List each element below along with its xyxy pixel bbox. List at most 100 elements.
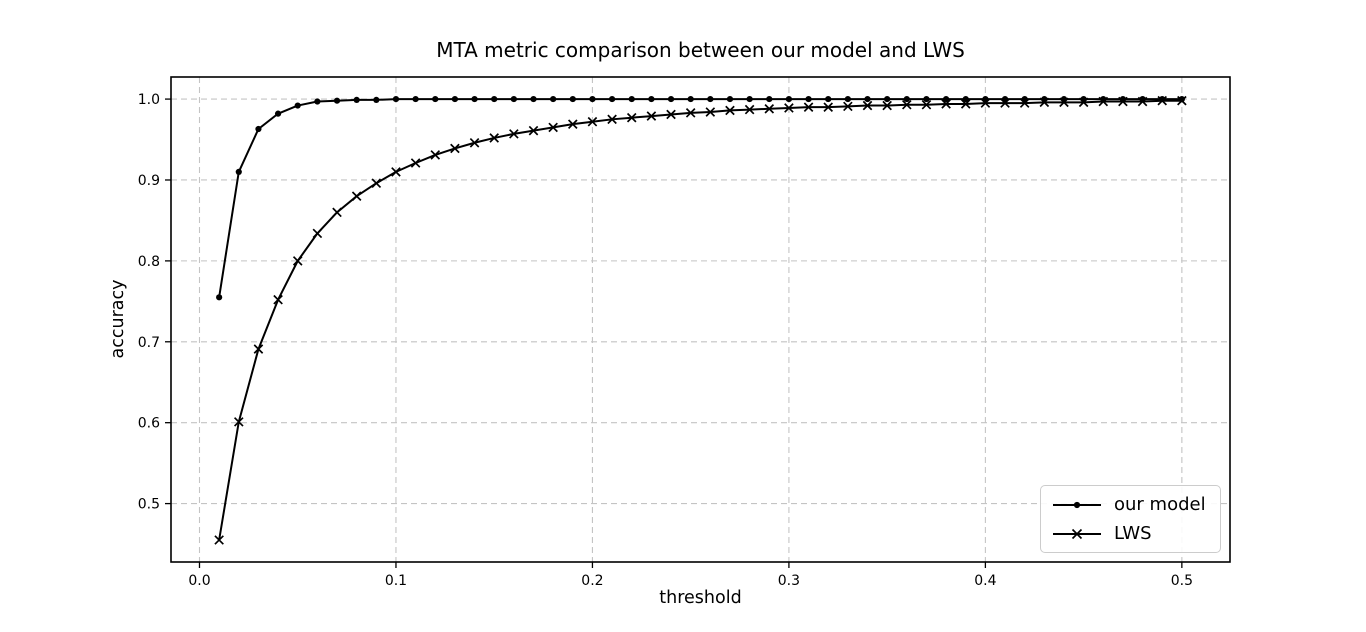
data-point-x — [1039, 97, 1050, 108]
legend-label-our-model: our model — [1114, 494, 1206, 515]
data-point-dot — [805, 95, 812, 103]
data-point-dot — [608, 95, 616, 103]
data-point-dot — [726, 95, 734, 103]
x-axis-label: threshold — [659, 588, 742, 608]
data-point-x — [253, 344, 264, 354]
data-point-x — [980, 98, 991, 108]
data-point-dot — [216, 294, 223, 301]
y-tick-label: 0.5 — [138, 497, 160, 513]
data-point-x — [862, 100, 873, 111]
data-point-x — [332, 207, 342, 218]
legend-item-lws: LWS — [1051, 523, 1214, 544]
x-tick-label: 0.2 — [581, 573, 603, 589]
data-point-dot — [589, 95, 596, 103]
data-point-dot — [707, 95, 714, 103]
x-tick-label: 0.0 — [188, 573, 210, 589]
data-point-dot — [942, 95, 950, 103]
data-point-dot — [903, 95, 910, 103]
line-x-marker-icon — [1053, 528, 1101, 539]
y-tick-label: 0.7 — [138, 335, 160, 351]
x-tick-label: 0.1 — [385, 573, 407, 589]
data-point-x — [587, 116, 598, 127]
data-point-x — [1000, 98, 1010, 108]
data-point-x — [292, 256, 303, 266]
data-point-x — [450, 143, 460, 154]
ticks — [165, 98, 1183, 568]
data-point-x — [1157, 95, 1168, 106]
data-point-x — [1019, 98, 1030, 108]
data-point-x — [685, 108, 696, 118]
data-point-dot — [294, 102, 301, 109]
series-lws — [214, 95, 1187, 545]
data-point-dot — [884, 95, 891, 103]
data-point-x — [941, 99, 951, 109]
data-point-dot — [432, 95, 439, 103]
data-point-x — [567, 119, 578, 129]
data-point-x — [882, 100, 892, 111]
data-point-x — [901, 99, 912, 110]
x-tick-label: 0.4 — [974, 573, 996, 589]
data-point-dot — [255, 125, 262, 133]
line-dot-marker-icon — [1053, 501, 1101, 508]
y-tick-label: 1.0 — [138, 92, 160, 108]
chart-title: MTA metric comparison between our model … — [436, 38, 965, 62]
data-point-x — [705, 107, 716, 117]
data-point-x — [1098, 96, 1109, 107]
data-point-dot — [530, 95, 537, 103]
data-point-dot — [628, 95, 635, 103]
data-point-dot — [451, 95, 459, 103]
y-tick-label: 0.9 — [138, 173, 160, 189]
data-point-x — [391, 167, 401, 177]
data-point-dot — [510, 95, 517, 103]
data-point-x — [1118, 96, 1128, 107]
data-point-x — [666, 109, 676, 120]
data-point-x — [430, 150, 441, 160]
data-point-x — [784, 103, 794, 113]
data-point-dot — [471, 95, 478, 103]
y-tick-label: 0.8 — [138, 254, 160, 270]
data-point-x — [273, 294, 283, 305]
data-point-x — [509, 129, 519, 139]
data-point-dot — [274, 110, 282, 117]
data-point-dot — [235, 168, 242, 175]
data-point-dot — [314, 98, 321, 105]
data-point-x — [528, 125, 539, 136]
data-point-x — [803, 102, 814, 112]
data-point-x — [843, 101, 853, 112]
series-our-model — [216, 95, 1185, 301]
x-tick-label: 0.3 — [778, 573, 800, 589]
data-point-x — [1078, 97, 1089, 108]
data-point-x — [744, 104, 755, 115]
data-point-dot — [923, 95, 930, 103]
data-point-dot — [392, 95, 400, 103]
data-point-x — [214, 535, 224, 545]
data-point-x — [921, 99, 932, 110]
data-point-dot — [864, 95, 871, 103]
data-point-x — [764, 103, 775, 114]
data-point-dot — [648, 95, 655, 103]
data-point-x — [489, 133, 500, 143]
data-point-x — [410, 158, 421, 168]
data-point-x — [725, 105, 735, 116]
data-point-x — [1137, 96, 1148, 107]
data-point-dot — [373, 96, 380, 103]
data-point-dot — [569, 95, 576, 103]
data-point-dot — [491, 95, 498, 103]
data-point-dot — [746, 95, 753, 103]
data-point-x — [646, 111, 657, 121]
legend-label-lws: LWS — [1114, 523, 1152, 544]
data-point-dot — [687, 95, 694, 103]
data-point-dot — [962, 95, 969, 103]
data-point-dot — [353, 96, 360, 103]
data-point-dot — [667, 95, 675, 103]
data-point-x — [312, 228, 323, 239]
data-point-x — [351, 191, 362, 201]
data-point-x — [548, 122, 558, 133]
data-point-dot — [550, 95, 557, 103]
data-point-x — [1177, 95, 1187, 106]
data-point-x — [607, 114, 617, 125]
data-point-x — [469, 137, 480, 148]
data-point-x — [823, 102, 834, 112]
data-point-dot — [766, 95, 773, 103]
